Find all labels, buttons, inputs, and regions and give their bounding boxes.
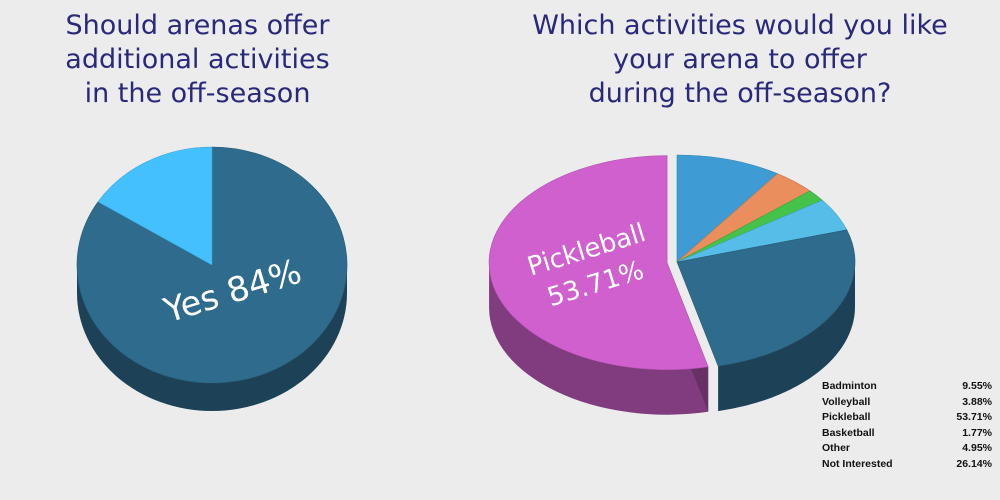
legend-item-badminton: Badminton 9.55% — [822, 379, 992, 395]
legend-value: 26.14% — [956, 457, 992, 470]
legend-label: Basketball — [822, 426, 875, 439]
right-chart-title: Which activities would you like your are… — [532, 10, 948, 109]
legend-item-other: Other 4.95% — [822, 441, 992, 457]
legend-value: 53.71% — [956, 411, 992, 423]
left-pie-chart — [76, 146, 348, 411]
pie-side-yes — [77, 265, 347, 411]
legend-label: Not Interested — [822, 457, 893, 470]
legend-item-pickleball: Pickleball 53.71% — [822, 410, 992, 426]
legend-label: Pickleball — [822, 411, 871, 423]
legend-value: 3.88% — [962, 395, 992, 408]
legend-value: 9.55% — [962, 380, 992, 392]
legend-value: 1.77% — [962, 426, 992, 439]
pie-slice-not-interested — [676, 229, 856, 367]
legend-item-not-interested: Not Interested 26.14% — [822, 457, 992, 473]
pie-slice-unlabeled — [97, 146, 213, 266]
pie-slice-badminton — [676, 154, 779, 263]
legend-label: Badminton — [822, 380, 877, 392]
right-pie-chart — [488, 154, 856, 415]
pie-side-not-interested — [718, 262, 855, 412]
legend-label: Other — [822, 442, 851, 454]
legend-label: Volleyball — [822, 395, 871, 408]
pie-slice-pickleball — [488, 155, 709, 370]
pie-side-pickleball — [489, 262, 709, 415]
legend-item-basketball: Basketball 1.77% — [822, 426, 992, 442]
left-chart-title: Should arenas offer additional activitie… — [65, 10, 330, 109]
right-chart-legend: Badminton 9.55% Volleyball 3.88% Pickleball 5… — [822, 379, 992, 472]
legend-value: 4.95% — [962, 442, 992, 454]
legend-item-volleyball: Volleyball 3.88% — [822, 395, 992, 411]
